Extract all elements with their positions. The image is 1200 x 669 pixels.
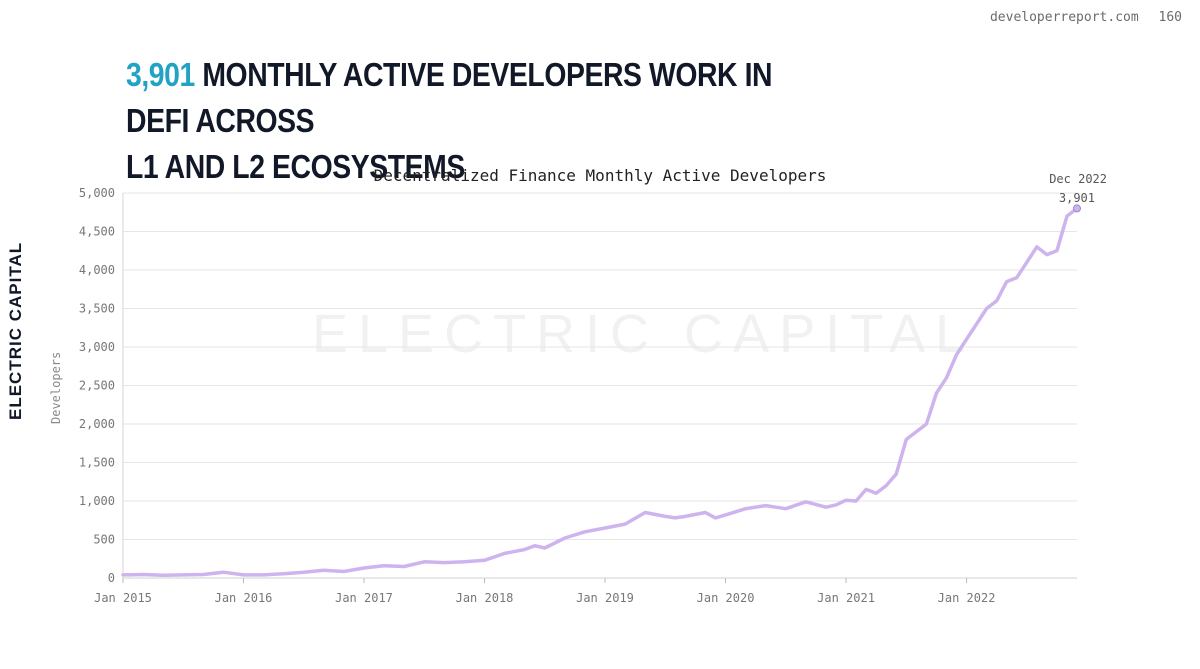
x-tick-label: Jan 2022 <box>938 591 996 605</box>
annotation-point <box>1073 204 1081 213</box>
x-tick-label: Jan 2021 <box>817 591 875 605</box>
x-tick-label: Jan 2018 <box>456 591 514 605</box>
annotation-value-label: 3,901 <box>1059 191 1095 205</box>
site-reference: developerreport.com 160 <box>990 10 1182 25</box>
y-tick-label: 3,500 <box>79 302 115 316</box>
y-tick-label: 5,000 <box>79 186 115 200</box>
y-tick-label: 4,500 <box>79 225 115 239</box>
page-number: 160 <box>1158 10 1182 25</box>
x-tick-label: Jan 2017 <box>335 591 393 605</box>
headline-line2: L1 AND L2 ECOSYSTEMS <box>126 148 465 185</box>
chart-grid <box>122 192 1077 579</box>
y-tick-label: 1,000 <box>79 494 115 508</box>
page-title: 3,901 MONTHLY ACTIVE DEVELOPERS WORK IN … <box>126 52 831 190</box>
x-tick-label: Jan 2015 <box>94 591 152 605</box>
annotation-date-label: Dec 2022 <box>1049 172 1107 186</box>
y-axis-ticks: 0 500 1,000 1,500 2,000 2,500 3,000 3,500 4,000 4… <box>79 186 115 585</box>
x-axis-ticks: Jan 2015 Jan 2016 Jan 2017 Jan 2018 Jan 2019… <box>94 578 995 605</box>
chart-annotation: Dec 2022 3,901 <box>1049 172 1107 213</box>
y-tick-label: 2,500 <box>79 379 115 393</box>
y-tick-label: 500 <box>93 533 115 547</box>
y-tick-label: 1,500 <box>79 456 115 470</box>
y-tick-label: 2,000 <box>79 417 115 431</box>
chart-series <box>121 206 1079 578</box>
headline-highlight: 3,901 <box>126 56 195 93</box>
watermark: ELECTRIC CAPITAL <box>312 304 975 364</box>
y-tick-label: 3,000 <box>79 340 115 354</box>
x-tick-label: Jan 2019 <box>576 591 634 605</box>
x-tick-label: Jan 2020 <box>697 591 755 605</box>
series-line <box>121 206 1079 578</box>
y-tick-label: 4,000 <box>79 263 115 277</box>
headline-line1: MONTHLY ACTIVE DEVELOPERS WORK IN DEFI A… <box>126 56 773 139</box>
site-url[interactable]: developerreport.com <box>989 10 1139 25</box>
y-tick-label: 0 <box>108 571 115 585</box>
chart-title: Decentralized Finance Monthly Active Dev… <box>374 166 827 185</box>
x-tick-label: Jan 2016 <box>215 591 273 605</box>
